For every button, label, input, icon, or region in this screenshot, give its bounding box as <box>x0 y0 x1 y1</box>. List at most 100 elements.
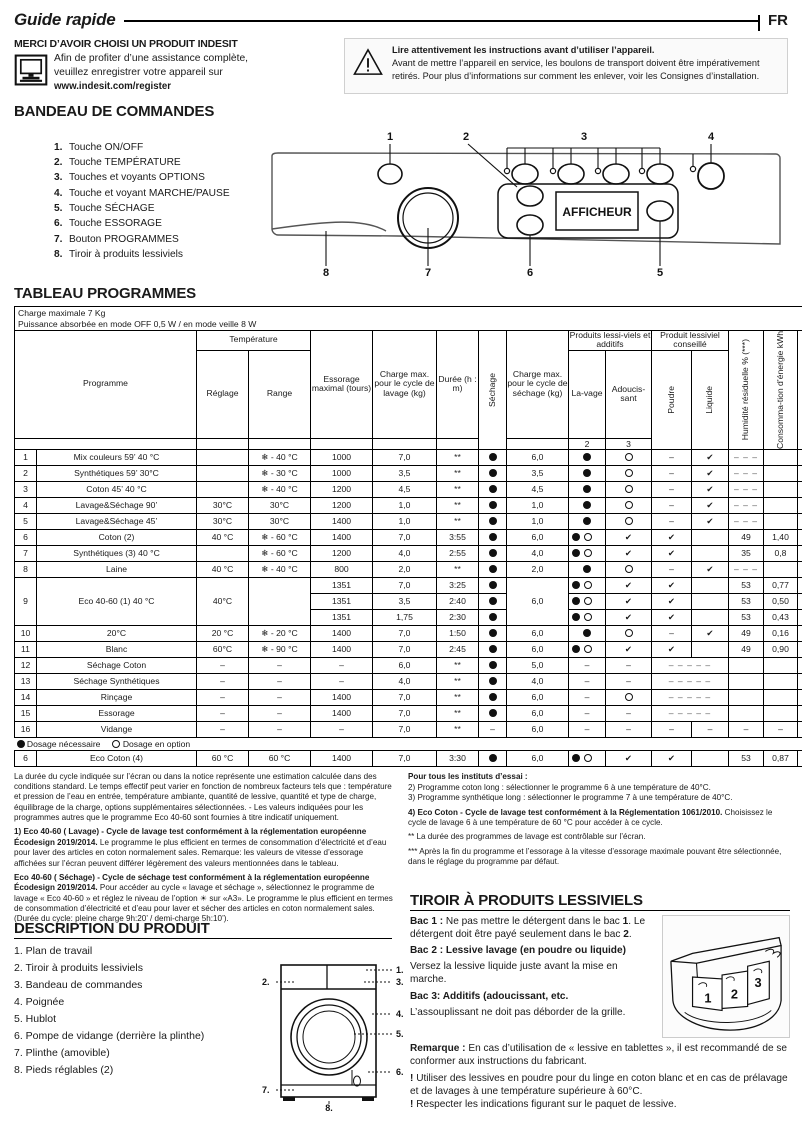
cell-poudre: – <box>651 720 692 738</box>
cell-adoucissant: – <box>605 672 652 690</box>
svg-text:1.: 1. <box>396 965 404 975</box>
cell-essorage: – <box>310 656 373 674</box>
table-row: 9 Eco 40-60 (1) 40 °C 40°C 1351 7,0 3:25 6,0 ✔ ✔… <box>14 576 802 626</box>
table-row: 1 Mix couleurs 59’ 40 °C ❄ - 40 °C 1000 7,0 *… <box>14 448 802 466</box>
cell-duree: 2:45 <box>436 640 479 658</box>
warning-box: Lire attentivement les instructions avan… <box>344 38 788 94</box>
footnote-4-bold: 4) Eco Coton - Cycle de lavage test conf… <box>408 807 723 817</box>
description-item-4: 4. Poignée <box>14 996 65 1008</box>
cell-sechage <box>478 480 507 498</box>
cell-liquide: ✔ <box>691 496 729 514</box>
table-caption-2: Puissance absorbée en mode OFF 0,5 W / e… <box>13 318 802 331</box>
cell-humidite: 53 <box>728 608 764 626</box>
table-caption-1: Charge maximale 7 Kg <box>13 305 802 319</box>
table-row: 6 Coton (2) 40 °C ❄ - 60 °C 1400 7,0 3:55 6,0 ✔ ✔… <box>14 528 802 546</box>
cell-eau: 90 <box>797 640 802 658</box>
cell-eau: – <box>797 720 802 738</box>
cell-essorage: 1200 <box>310 496 373 514</box>
cell-charge-sechage: 3,5 <box>506 464 569 482</box>
th-produits: Produits lessi-viels et additifs <box>568 329 652 351</box>
cell-essorage: 1400 <box>310 624 373 642</box>
cell-reglage <box>196 464 249 482</box>
cell-charge: 4,0 <box>372 672 437 690</box>
detergent-drawer-photo: 1 2 3 <box>662 915 790 1038</box>
cell-charge: 1,75 <box>372 608 437 626</box>
cell-eau <box>797 704 802 722</box>
cell-liquide: ✔ <box>691 512 729 530</box>
cell-reglage <box>196 480 249 498</box>
cell-energie <box>763 704 798 722</box>
cell-energie <box>763 656 798 674</box>
th-sechage: Séchage <box>478 329 507 450</box>
row-num: 8 <box>14 560 37 578</box>
row-num: 1 <box>14 448 37 466</box>
svg-text:4.: 4. <box>396 1009 404 1019</box>
cell-liquide: ✔ <box>691 480 729 498</box>
footnote-eco4060-lavage-text: Le programme le plus efficient en termes… <box>14 837 387 868</box>
cell-energie: 0,8 <box>763 544 798 562</box>
cell-reglage: – <box>196 688 249 706</box>
cell-adoucissant: – <box>605 656 652 674</box>
cell-essorage: 1351 <box>310 592 373 610</box>
cell-lavage: – <box>568 720 606 738</box>
cell-duree: 3:55 <box>436 528 479 546</box>
svg-text:3.: 3. <box>396 977 404 987</box>
row-programme: Rinçage <box>36 688 197 706</box>
cell-sechage <box>478 592 507 610</box>
cell-range: – <box>248 704 311 722</box>
footnote-eco4060-sechage: Eco 40-60 ( Séchage) - Cycle de séchage … <box>14 873 394 925</box>
row-num: 14 <box>14 688 37 706</box>
row-num: 6 <box>14 528 37 546</box>
row-num: 6 <box>14 749 37 767</box>
footnote-eco4060-sechage-bold: Eco 40-60 ( Séchage) - Cycle de séchage … <box>14 872 370 893</box>
tiroir-bac1-label: Bac 1 : <box>410 916 444 927</box>
cell-eau <box>797 688 802 706</box>
description-item-1: 1. Plan de travail <box>14 945 93 957</box>
tiroir-text: Bac 1 : Ne pas mettre le détergent dans … <box>410 915 654 1038</box>
cell-charge: 7,0 <box>372 576 437 594</box>
cell-charge-sechage: 6,0 <box>506 688 569 706</box>
cell-reglage: – <box>196 704 249 722</box>
cell-eau <box>797 480 802 498</box>
cell-sechage <box>478 576 507 594</box>
table-row: 13 Séchage Synthétiques – – –4,0 ** 4,0– – – – –… <box>14 672 802 690</box>
cell-adoucissant: ✔ <box>605 749 652 767</box>
cell-eau: 55 <box>797 544 802 562</box>
cell-poudre: – <box>651 512 692 530</box>
register-line-1: Afin de profiter d’une assistance complè… <box>54 53 249 64</box>
cell-lavage <box>568 576 606 594</box>
footnote-eco4060-lavage: 1) Eco 40-60 ( Lavage) - Cycle de lavage… <box>14 827 394 868</box>
cell-charge-sechage: 1,0 <box>506 496 569 514</box>
footnote-eco4060-sechage-text: Pour accéder au cycle « lavage et séchag… <box>14 883 393 924</box>
cell-humidite <box>728 704 764 722</box>
cell-reglage: 30°C <box>196 496 249 514</box>
cell-essorage: 1400 <box>310 512 373 530</box>
th-conseille: Produit lessiviel conseillé <box>651 329 729 351</box>
row-num: 9 <box>14 576 37 626</box>
cell-charge-sechage: 6,0 <box>506 749 569 767</box>
table-row: 3 Coton 45’ 40 °C ❄ - 40 °C 1200 4,5 ** 4,5– ✔ –… <box>14 480 802 498</box>
cell-charge: 7,0 <box>372 704 437 722</box>
th-adoucissant-num: 3 <box>605 437 652 450</box>
row-programme: Eco 40-60 (1) 40 °C <box>36 576 197 626</box>
description-item-6: 6. Pompe de vidange (derrière la plinthe… <box>14 1030 205 1042</box>
cell-charge-sechage: 1,0 <box>506 512 569 530</box>
cell-eau <box>797 672 802 690</box>
cell-duree: ** <box>436 496 479 514</box>
footnote-asterisk-3: *** Après la fin du programme et l’essor… <box>408 846 782 867</box>
register-url[interactable]: www.indesit.com/register <box>54 80 171 92</box>
cell-adoucissant: ✔ <box>605 640 652 658</box>
cell-energie <box>763 512 798 530</box>
cell-range: 30°C <box>248 512 311 530</box>
cell-poudre: – <box>651 464 692 482</box>
th-programme: Programme <box>14 329 197 439</box>
cell-reglage: 30°C <box>196 512 249 530</box>
th-humidite-label: Humidité résiduelle % (***) <box>740 339 751 441</box>
cell-range: 60 °C <box>248 749 311 767</box>
header-rule <box>123 15 761 31</box>
row-programme: Eco Coton (4) <box>36 749 197 767</box>
svg-text:2.: 2. <box>262 977 270 987</box>
cell-essorage: 1400 <box>310 749 373 767</box>
cell-lavage <box>568 560 606 578</box>
cell-reglage: 40 °C <box>196 528 249 546</box>
